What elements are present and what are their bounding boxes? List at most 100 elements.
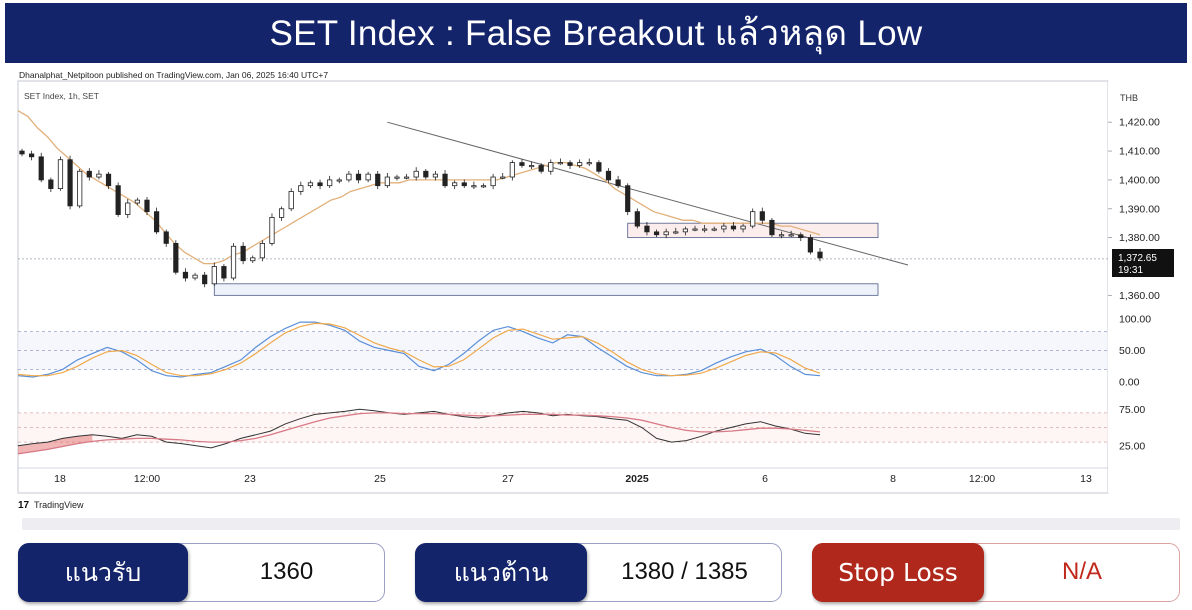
- svg-text:17: 17: [18, 500, 30, 511]
- candle-body: [788, 234, 794, 237]
- rsi-tick-label: 25.00: [1119, 440, 1145, 452]
- candle-body: [711, 228, 717, 231]
- candle-body: [96, 173, 102, 178]
- candle-body: [221, 266, 227, 279]
- candle-body: [490, 176, 496, 187]
- candle-body: [365, 173, 371, 181]
- candle-body: [375, 173, 381, 187]
- candle-body: [38, 156, 44, 181]
- candle-body: [605, 170, 612, 181]
- x-tick-label: 2025: [625, 473, 649, 485]
- candle-body: [586, 162, 592, 165]
- candle-body: [759, 211, 765, 221]
- price-pane: 1,420.00 1,410.00 1,400.00 1,390.00 1,380.00…: [17, 110, 1160, 302]
- candle-body: [192, 274, 198, 279]
- rsi-pane: 75.00 25.00: [17, 404, 1145, 455]
- candle-body: [480, 185, 487, 188]
- candle-body: [384, 176, 390, 187]
- last-price-value: 1,372.65: [1118, 253, 1157, 264]
- candle-body: [538, 165, 544, 172]
- candle-body: [48, 179, 54, 189]
- candle-body: [625, 185, 631, 213]
- candle-body: [403, 176, 410, 179]
- stoploss-card: Stop Loss N/A: [812, 543, 1180, 602]
- candle-body: [692, 228, 698, 231]
- x-axis: 18 12:00 23 25 27 2025 6 8 12:00 13: [18, 467, 1108, 485]
- price-tick-label: 1,410.00: [1119, 146, 1160, 158]
- candle-body: [644, 225, 650, 233]
- last-price-tag: 1,372.65 19:31: [1112, 249, 1174, 277]
- stochastic-pane: 100.00 50.00 0.00: [17, 314, 1151, 389]
- candle-body: [509, 162, 515, 178]
- candle-body: [817, 251, 823, 259]
- title-banner: SET Index : False Breakout แล้วหลุด Low: [5, 3, 1187, 63]
- x-tick-label: 27: [502, 473, 514, 485]
- candle-body: [798, 234, 804, 239]
- resistance-label-pill: แนวต้าน: [415, 543, 587, 602]
- publisher-line: Dhanalphat_Netpitoon published on Tradin…: [19, 70, 328, 80]
- countdown-value: 19:31: [1118, 265, 1143, 276]
- currency-label: THB: [1120, 93, 1138, 103]
- candle-body: [740, 225, 746, 230]
- candle-body: [336, 179, 342, 182]
- candle-body: [432, 173, 439, 178]
- candle-body: [105, 173, 112, 187]
- candle-body: [125, 202, 131, 215]
- candle-body: [663, 231, 669, 236]
- resistance-value-box: 1380 / 1385: [588, 544, 781, 600]
- candle-body: [721, 225, 727, 230]
- stoploss-label-pill: Stop Loss: [812, 543, 984, 602]
- symbol-label: SET Index, 1h, SET: [24, 91, 99, 101]
- candle-body: [653, 231, 660, 236]
- x-tick-label: 18: [54, 473, 66, 485]
- stoploss-value-box: N/A: [985, 544, 1179, 600]
- candle-body: [250, 257, 256, 262]
- candle-body: [355, 173, 362, 181]
- candle-body: [240, 245, 246, 262]
- tradingview-logo: 17 TradingView: [18, 500, 84, 511]
- candle-body: [346, 173, 352, 181]
- candle-body: [67, 159, 73, 207]
- ema-line: [17, 110, 821, 265]
- candle-body: [634, 211, 640, 227]
- candle-body: [528, 165, 535, 168]
- price-tick-label: 1,420.00: [1119, 117, 1160, 129]
- resistance-card: แนวต้าน 1380 / 1385: [415, 543, 782, 602]
- candle-body: [211, 266, 217, 285]
- stoch-k-line: [17, 321, 821, 378]
- support-value: 1360: [259, 558, 314, 585]
- candle-body: [413, 170, 419, 178]
- candle-body: [154, 211, 160, 233]
- stoploss-label: Stop Loss: [838, 558, 958, 587]
- candle-body: [298, 185, 304, 192]
- support-label-pill: แนวรับ: [18, 543, 188, 602]
- x-tick-label: 6: [762, 473, 768, 485]
- support-card: แนวรับ 1360: [18, 543, 385, 602]
- candle-body: [86, 170, 92, 178]
- candle-body: [173, 242, 179, 273]
- candle-body: [557, 162, 564, 165]
- divider-stripe: [22, 518, 1180, 530]
- candle-body: [307, 182, 314, 187]
- candle-body: [442, 173, 448, 187]
- stoch-tick-label: 100.00: [1119, 314, 1151, 326]
- price-tick-label: 1,400.00: [1119, 174, 1160, 186]
- resistance-value: 1380 / 1385: [621, 558, 748, 585]
- candle-body: [288, 191, 294, 210]
- chart-area[interactable]: Dhanalphat_Netpitoon published on Tradin…: [0, 64, 1192, 532]
- chart-svg[interactable]: Dhanalphat_Netpitoon published on Tradin…: [0, 64, 1192, 512]
- rsi-fill: [18, 434, 93, 454]
- x-tick-label: 13: [1080, 473, 1092, 485]
- candle-body: [394, 176, 400, 179]
- candle-body: [144, 199, 150, 213]
- candle-body: [269, 217, 275, 244]
- candle-body: [471, 185, 477, 188]
- support-label: แนวรับ: [64, 557, 142, 587]
- candle-body: [807, 237, 813, 253]
- stoch-tick-label: 0.00: [1119, 377, 1140, 389]
- candle-body: [778, 234, 785, 237]
- support-zone: [213, 283, 879, 296]
- downtrend-line: [387, 121, 909, 266]
- candle-body: [548, 162, 554, 172]
- candle-body: [452, 182, 458, 187]
